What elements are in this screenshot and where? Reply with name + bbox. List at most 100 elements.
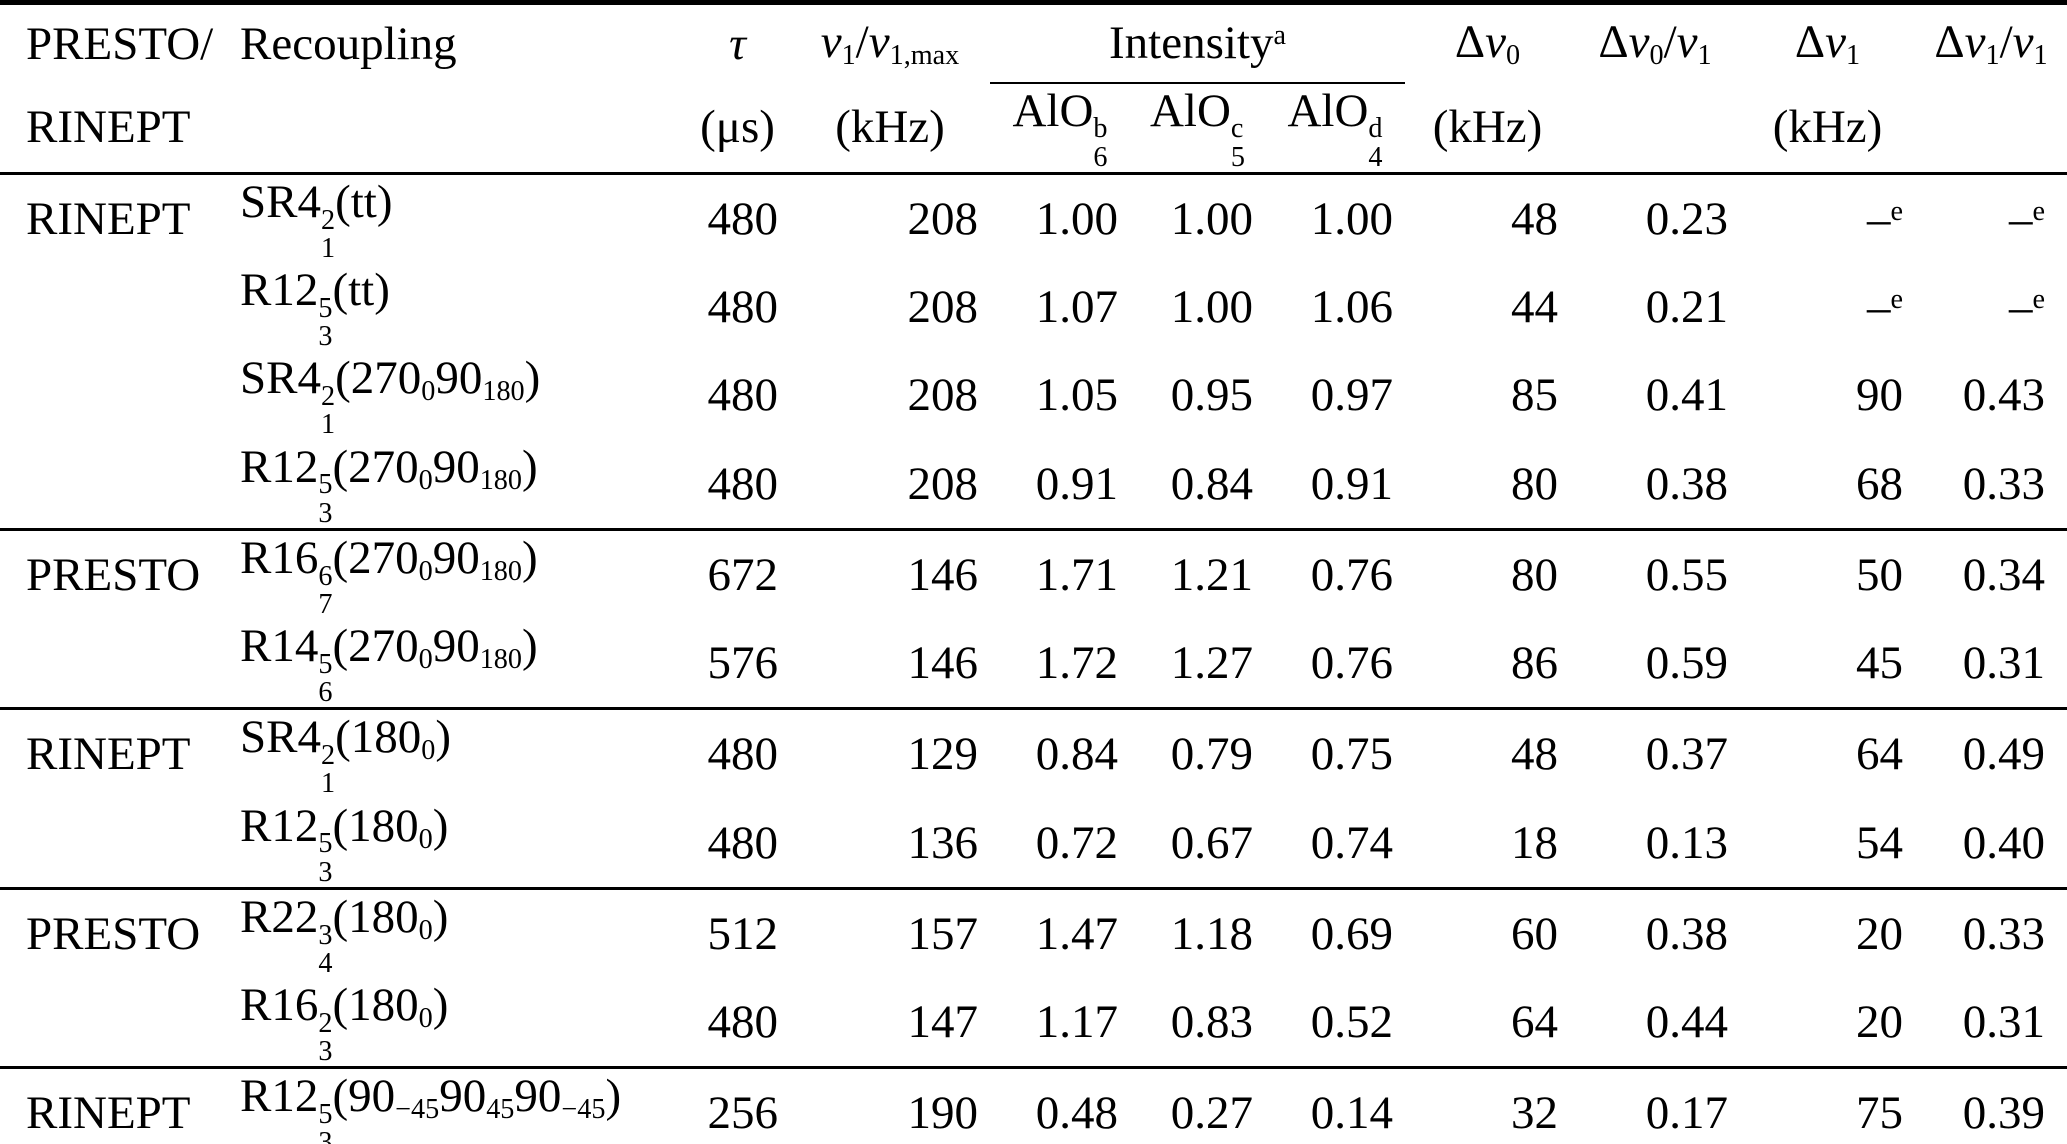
header-row-1: PRESTO/ Recoupling τ ν1/ν1,max Intensity… xyxy=(0,2,2067,84)
cell-recoupling: R22 3 4 (1800) xyxy=(220,886,685,978)
cell-nu1-ratio: 147 xyxy=(907,996,979,1049)
cell-delta-nu0-over-nu1: 0.59 xyxy=(1645,637,1728,690)
cell-delta-nu0: 80 xyxy=(1511,457,1558,510)
cell-intensity-alo6: 1.47 xyxy=(990,886,1130,978)
header-recoupling-spacer xyxy=(220,82,685,175)
cell-group-label xyxy=(0,619,220,709)
cell-delta-nu1: 50 xyxy=(1740,527,1915,619)
cell-nu1-ratio: 157 xyxy=(790,886,990,978)
cell-delta-nu1-over-nu1: 0.43 xyxy=(1962,369,2045,422)
cell-intensity-alo4: 0.52 xyxy=(1310,996,1393,1049)
cell-intensity-alo6: 1.72 xyxy=(1035,637,1118,690)
cell-nu1-ratio: 208 xyxy=(907,192,979,245)
table-row: SR4 2 1 (270090180) 480 208 1.05 0.95 0.97 85 0.41… xyxy=(0,351,2067,439)
cell-delta-nu0: 86 xyxy=(1511,637,1558,690)
cell-intensity-alo6: 1.05 xyxy=(1035,369,1118,422)
table-row: R12 5 3 (1800) 480 136 0.72 0.67 0.74 18 0.13 54 0.4… xyxy=(0,799,2067,889)
cell-intensity-alo5: 1.00 xyxy=(1170,281,1253,334)
cell-nu1-ratio: 208 xyxy=(907,457,979,510)
cell-intensity-alo4: 0.76 xyxy=(1310,637,1393,690)
cell-tau: 512 xyxy=(685,886,790,978)
cell-intensity-alo6: 0.72 xyxy=(1035,816,1118,869)
cell-delta-nu1: 54 xyxy=(1856,816,1903,869)
cell-delta-nu1: –e xyxy=(1866,192,1903,245)
cell-delta-nu0-over-nu1: 0.23 xyxy=(1645,192,1728,245)
header-tau: τ xyxy=(729,17,746,70)
cell-delta-nu0-over-nu1: 0.38 xyxy=(1570,886,1740,978)
cell-recoupling: SR4 2 1 (1800) xyxy=(220,707,685,799)
cell-intensity-alo5: 1.21 xyxy=(1130,527,1265,619)
table-row: RINEPT R12 5 3 (90−45904590−45) 256 190 0.48 0.2… xyxy=(0,1066,2067,1144)
cell-delta-nu1: 64 xyxy=(1740,707,1915,799)
table-row: PRESTO R22 3 4 (1800) 512 157 1.47 1.18 0.69 60 0.3… xyxy=(0,886,2067,978)
cell-delta-nu0: 85 xyxy=(1511,369,1558,422)
cell-delta-nu1: 20 xyxy=(1856,996,1903,1049)
cell-delta-nu0: 80 xyxy=(1405,527,1570,619)
cell-delta-nu0-over-nu1: 0.37 xyxy=(1570,707,1740,799)
cell-nu1-ratio: 208 xyxy=(907,281,979,334)
cell-intensity-alo6: 0.84 xyxy=(990,707,1130,799)
cell-group-label: PRESTO xyxy=(0,886,220,978)
header-alo5: AlO c 5 xyxy=(1130,82,1265,175)
header-row-2: RINEPT (μs) (kHz) AlO b 6 AlO c 5 AlO d 4 (kHz… xyxy=(0,82,2067,175)
header-presto-rinept-line1: PRESTO/ xyxy=(26,17,214,70)
cell-group-label xyxy=(0,440,220,530)
header-alo6: AlO b 6 xyxy=(990,82,1130,175)
cell-intensity-alo5: 1.18 xyxy=(1130,886,1265,978)
table-row: PRESTO R16 6 7 (270090180) 672 146 1.71 1.21 0.76… xyxy=(0,527,2067,619)
header-nu-ratio-unit: (kHz) xyxy=(790,82,990,175)
table-body: RINEPT SR4 2 1 (tt) 480 208 1.00 1.00 1.00 48 0.23 –… xyxy=(0,173,2067,1144)
cell-delta-nu1-over-nu1: 0.39 xyxy=(1915,1066,2067,1144)
cell-intensity-alo5: 1.00 xyxy=(1170,192,1253,245)
cell-recoupling: R14 5 6 (270090180) xyxy=(240,620,538,709)
cell-tau: 480 xyxy=(707,369,779,422)
cell-intensity-alo6: 1.07 xyxy=(1035,281,1118,334)
cell-delta-nu1-over-nu1: 0.49 xyxy=(1915,707,2067,799)
cell-delta-nu0: 32 xyxy=(1405,1066,1570,1144)
cell-delta-nu1: 45 xyxy=(1856,637,1903,690)
cell-group-label xyxy=(0,351,220,439)
header-presto-rinept-line2: RINEPT xyxy=(0,82,220,175)
header-spacer-1 xyxy=(1570,82,1740,175)
cell-delta-nu0: 48 xyxy=(1405,707,1570,799)
cell-delta-nu0: 48 xyxy=(1511,192,1558,245)
cell-tau: 480 xyxy=(707,281,779,334)
cell-intensity-alo6: 0.91 xyxy=(1035,457,1118,510)
cell-delta-nu1-over-nu1: 0.34 xyxy=(1915,527,2067,619)
cell-nu1-ratio: 190 xyxy=(790,1066,990,1144)
cell-nu1-ratio: 146 xyxy=(907,637,979,690)
cell-intensity-alo4: 0.74 xyxy=(1310,816,1393,869)
cell-delta-nu1-over-nu1: 0.33 xyxy=(1915,886,2067,978)
cell-nu1-ratio: 136 xyxy=(907,816,979,869)
cell-intensity-alo5: 1.27 xyxy=(1170,637,1253,690)
cell-intensity-alo4: 0.91 xyxy=(1310,457,1393,510)
table-row: R12 5 3 (tt) 480 208 1.07 1.00 1.06 44 0.21 –e –e xyxy=(0,263,2067,351)
cell-group-label xyxy=(0,799,220,889)
cell-delta-nu1-over-nu1: –e xyxy=(2008,192,2045,245)
cell-delta-nu0-over-nu1: 0.17 xyxy=(1570,1066,1740,1144)
cell-group-label xyxy=(0,263,220,351)
cell-delta-nu1: 90 xyxy=(1856,369,1903,422)
cell-group-label xyxy=(0,978,220,1068)
cell-delta-nu1-over-nu1: 0.31 xyxy=(1962,637,2045,690)
cell-tau: 480 xyxy=(707,457,779,510)
cell-delta-nu1: 20 xyxy=(1740,886,1915,978)
table-row: RINEPT SR4 2 1 (1800) 480 129 0.84 0.79 0.75 48 0.3… xyxy=(0,707,2067,799)
cell-tau: 480 xyxy=(685,707,790,799)
cell-nu1-ratio: 129 xyxy=(790,707,990,799)
header-delta-nu1-over-nu1: Δν1/ν1 xyxy=(1934,16,2048,72)
cell-intensity-alo5: 0.95 xyxy=(1170,369,1253,422)
cell-intensity-alo5: 0.79 xyxy=(1130,707,1265,799)
cell-delta-nu0: 60 xyxy=(1405,886,1570,978)
cell-nu1-ratio: 146 xyxy=(790,527,990,619)
cell-intensity-alo4: 1.00 xyxy=(1310,192,1393,245)
table-header: PRESTO/ Recoupling τ ν1/ν1,max Intensity… xyxy=(0,2,2067,175)
cell-intensity-alo6: 1.17 xyxy=(1035,996,1118,1049)
cell-recoupling: SR4 2 1 (tt) xyxy=(240,175,393,264)
header-nu1-over-nu1max: ν1/ν1,max xyxy=(820,16,960,72)
table-row: R14 5 6 (270090180) 576 146 1.72 1.27 0.76 86 0.59… xyxy=(0,619,2067,709)
cell-tau: 480 xyxy=(707,816,779,869)
cell-delta-nu1: 68 xyxy=(1856,457,1903,510)
